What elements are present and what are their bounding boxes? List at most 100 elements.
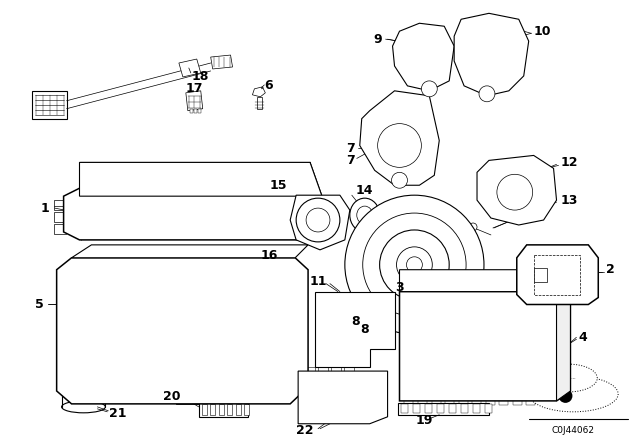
Polygon shape <box>211 55 232 69</box>
Polygon shape <box>534 255 580 294</box>
Text: 1: 1 <box>41 202 50 215</box>
Text: 12: 12 <box>561 156 578 169</box>
Text: 15: 15 <box>269 179 287 192</box>
Bar <box>485 404 492 413</box>
Circle shape <box>306 208 330 232</box>
Polygon shape <box>516 245 598 305</box>
Bar <box>486 399 495 405</box>
Bar <box>227 404 232 415</box>
Text: 11: 11 <box>309 275 327 288</box>
Circle shape <box>363 213 466 316</box>
Polygon shape <box>252 87 266 97</box>
Ellipse shape <box>61 349 106 361</box>
Text: 17: 17 <box>186 82 204 95</box>
Bar <box>431 399 440 405</box>
Polygon shape <box>454 13 529 96</box>
Text: 4: 4 <box>579 331 587 344</box>
Bar <box>219 389 225 399</box>
Polygon shape <box>360 91 439 185</box>
Bar <box>194 109 196 113</box>
Polygon shape <box>397 403 489 415</box>
Bar <box>202 404 207 415</box>
Ellipse shape <box>65 353 101 361</box>
Bar <box>54 200 65 210</box>
Bar <box>527 399 536 405</box>
Bar <box>426 404 432 413</box>
Bar <box>401 404 408 413</box>
Text: 21: 21 <box>109 407 127 420</box>
Bar <box>344 367 354 373</box>
Text: 18: 18 <box>192 70 209 83</box>
Bar <box>236 404 241 415</box>
Circle shape <box>351 288 359 296</box>
Bar <box>205 389 212 399</box>
Bar <box>472 399 481 405</box>
Text: 2: 2 <box>606 263 615 276</box>
Bar <box>305 367 315 373</box>
Bar <box>54 224 65 234</box>
Circle shape <box>380 230 449 300</box>
Polygon shape <box>399 270 570 292</box>
Bar <box>190 109 193 113</box>
Polygon shape <box>176 387 221 404</box>
Polygon shape <box>315 292 394 367</box>
Bar <box>418 399 427 405</box>
Circle shape <box>345 195 484 334</box>
Text: 13: 13 <box>561 194 578 207</box>
Polygon shape <box>392 23 454 91</box>
Text: 9: 9 <box>373 33 382 46</box>
Polygon shape <box>72 245 308 258</box>
Ellipse shape <box>540 364 597 392</box>
Circle shape <box>497 174 532 210</box>
Bar <box>540 399 549 405</box>
Text: 20: 20 <box>163 390 181 403</box>
Text: 14: 14 <box>356 184 374 197</box>
Circle shape <box>469 223 477 231</box>
Bar <box>331 367 341 373</box>
Bar <box>244 404 250 415</box>
Polygon shape <box>557 270 570 401</box>
Polygon shape <box>298 371 388 424</box>
Bar <box>445 399 454 405</box>
Text: 7: 7 <box>346 142 355 155</box>
Text: 10: 10 <box>534 25 551 38</box>
Bar <box>318 367 328 373</box>
Bar <box>437 404 444 413</box>
Bar <box>554 399 563 405</box>
Bar <box>461 404 468 413</box>
Text: 16: 16 <box>261 249 278 262</box>
Circle shape <box>378 124 421 168</box>
Polygon shape <box>477 155 557 225</box>
Text: 22: 22 <box>296 424 314 437</box>
Polygon shape <box>399 292 570 401</box>
Circle shape <box>421 81 437 97</box>
Bar <box>192 389 199 399</box>
Circle shape <box>397 247 432 283</box>
Circle shape <box>392 172 408 188</box>
Circle shape <box>406 257 422 273</box>
Polygon shape <box>32 91 67 119</box>
Text: 8: 8 <box>351 315 360 328</box>
Polygon shape <box>57 258 308 404</box>
Ellipse shape <box>350 198 380 232</box>
Text: C0J44062: C0J44062 <box>552 426 595 435</box>
Text: 19: 19 <box>415 414 433 427</box>
Bar <box>413 404 420 413</box>
Circle shape <box>479 86 495 102</box>
Polygon shape <box>186 91 203 111</box>
Circle shape <box>559 389 572 403</box>
Bar <box>211 404 215 415</box>
Bar <box>179 389 186 399</box>
Bar <box>449 404 456 413</box>
Polygon shape <box>199 403 248 417</box>
Text: 3: 3 <box>395 281 404 294</box>
Bar <box>54 212 65 222</box>
Ellipse shape <box>529 376 618 412</box>
Polygon shape <box>534 268 547 282</box>
Bar <box>513 399 522 405</box>
Text: 7: 7 <box>346 154 355 167</box>
Circle shape <box>296 198 340 242</box>
Bar <box>219 404 224 415</box>
Bar <box>473 404 480 413</box>
Bar <box>257 97 262 109</box>
